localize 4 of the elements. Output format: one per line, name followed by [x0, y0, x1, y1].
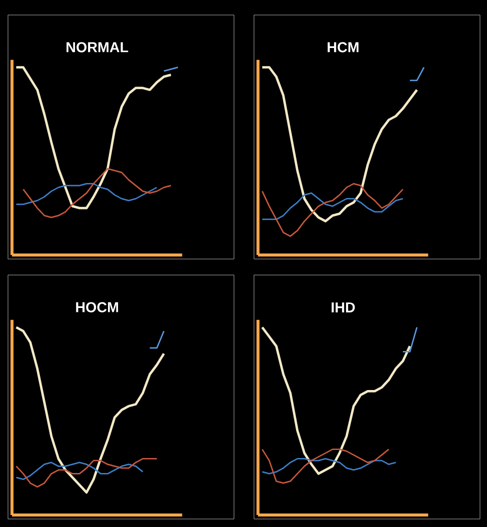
chart-title: NORMAL	[66, 42, 128, 52]
chart-title: IHD	[332, 302, 355, 312]
chart-title: HCM	[328, 42, 358, 52]
chart-title: HOCM	[76, 302, 118, 312]
